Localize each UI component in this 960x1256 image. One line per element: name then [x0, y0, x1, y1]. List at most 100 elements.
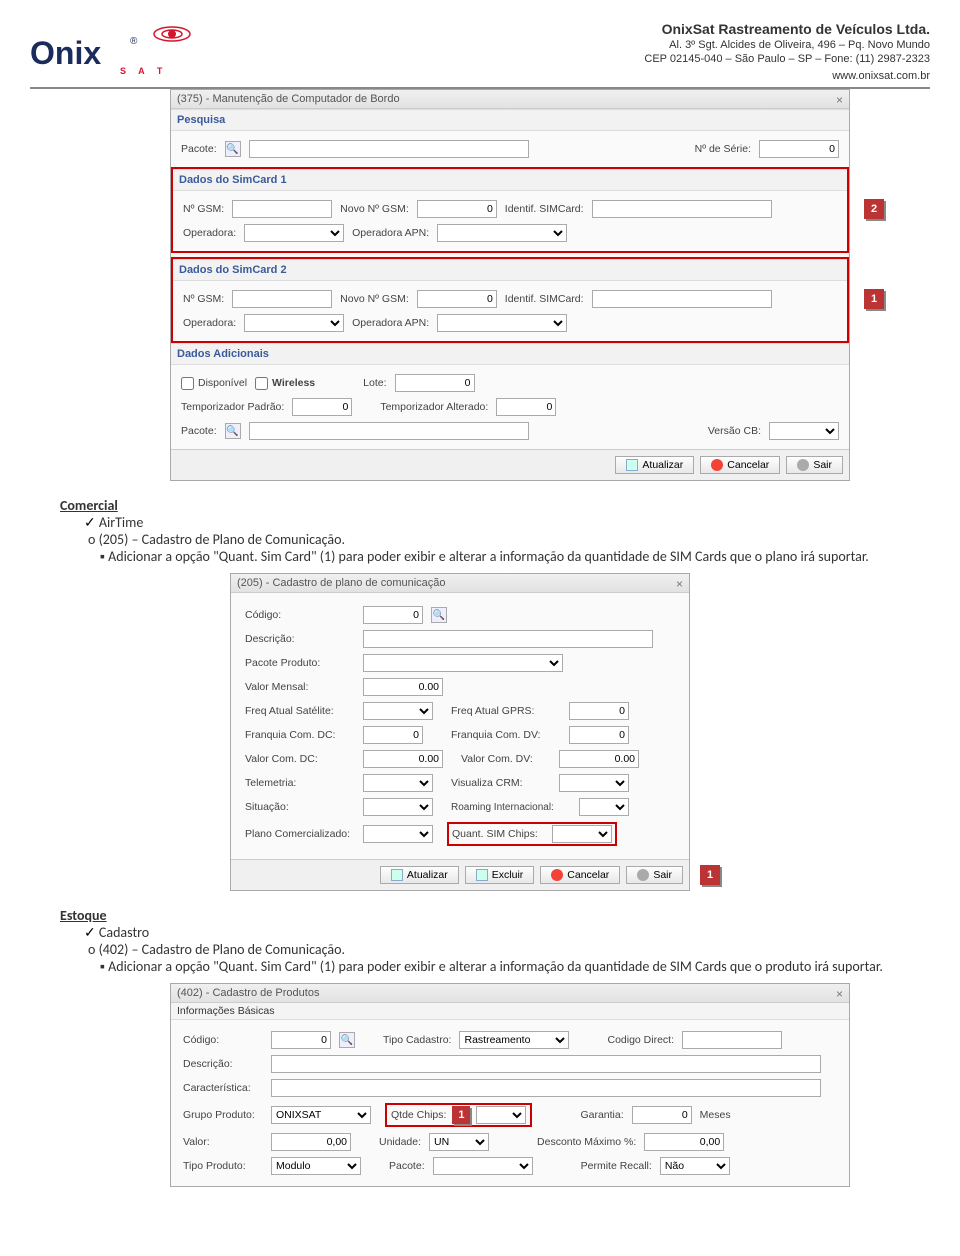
- atualizar-button[interactable]: Atualizar: [615, 456, 694, 474]
- sair-button[interactable]: Sair: [786, 456, 843, 474]
- roaming-select[interactable]: [579, 798, 629, 816]
- tipo-cad-select[interactable]: Rastreamento: [459, 1031, 569, 1049]
- qtde-chips-select[interactable]: [476, 1106, 526, 1124]
- telemetria-select[interactable]: [363, 774, 433, 792]
- sim2-apn-select[interactable]: [437, 314, 567, 332]
- unidade-label: Unidade:: [379, 1136, 421, 1148]
- sim2-gsm-input[interactable]: [232, 290, 332, 308]
- temp-pad-input[interactable]: [292, 398, 352, 416]
- dialog-205: (205) - Cadastro de plano de comunicação…: [230, 573, 690, 891]
- disponivel-checkbox[interactable]: Disponível: [181, 377, 247, 390]
- tipo-prod-select[interactable]: Modulo: [271, 1157, 361, 1175]
- franq-dc-input[interactable]: [363, 726, 423, 744]
- descricao-input[interactable]: [271, 1055, 821, 1073]
- franq-dv-input[interactable]: [569, 726, 629, 744]
- wireless-checkbox[interactable]: Wireless: [255, 377, 315, 390]
- cancelar-button[interactable]: Cancelar: [700, 456, 780, 474]
- valor-mensal-input[interactable]: [363, 678, 443, 696]
- pacote2-input[interactable]: [249, 422, 529, 440]
- sair-button[interactable]: Sair: [626, 866, 683, 884]
- temp-alt-label: Temporizador Alterado:: [380, 401, 488, 413]
- descricao-input[interactable]: [363, 630, 653, 648]
- codigo-input[interactable]: [363, 606, 423, 624]
- info-basicas-label: Informações Básicas: [171, 1003, 849, 1020]
- sim1-apn-select[interactable]: [437, 224, 567, 242]
- search-icon[interactable]: 🔍: [225, 141, 241, 157]
- codigo-input[interactable]: [271, 1031, 331, 1049]
- quant-sim-select[interactable]: [552, 825, 612, 843]
- sim2-apn-label: Operadora APN:: [352, 317, 429, 329]
- caracteristica-label: Característica:: [183, 1082, 263, 1094]
- situacao-select[interactable]: [363, 798, 433, 816]
- sim1-gsm-input[interactable]: [232, 200, 332, 218]
- serie-input[interactable]: [759, 140, 839, 158]
- atualizar-button[interactable]: Atualizar: [380, 866, 459, 884]
- caracteristica-input[interactable]: [271, 1079, 821, 1097]
- pacote-prod-select[interactable]: [363, 654, 563, 672]
- visualiza-crm-select[interactable]: [559, 774, 629, 792]
- desc-max-label: Desconto Máximo %:: [537, 1136, 636, 1148]
- lote-label: Lote:: [363, 377, 386, 389]
- close-icon[interactable]: ×: [676, 577, 683, 591]
- lote-input[interactable]: [395, 374, 475, 392]
- close-icon[interactable]: ×: [836, 93, 843, 107]
- sim1-identif-input[interactable]: [592, 200, 772, 218]
- search-icon[interactable]: 🔍: [225, 423, 241, 439]
- permite-recall-select[interactable]: Não: [660, 1157, 730, 1175]
- codigo-label: Código:: [245, 609, 355, 621]
- desc-205: Adicionar a opção "Quant. Sim Card" (1) …: [100, 548, 900, 565]
- company-url: www.onixsat.com.br: [644, 69, 930, 83]
- plano-com-select[interactable]: [363, 825, 433, 843]
- company-name: OnixSat Rastreamento de Veículos Ltda.: [644, 20, 930, 38]
- temp-alt-input[interactable]: [496, 398, 556, 416]
- section-pesquisa: Pacote: 🔍 Nº de Série:: [171, 131, 849, 167]
- descricao-label: Descrição:: [245, 633, 355, 645]
- sim2-oper-select[interactable]: [244, 314, 344, 332]
- pacote-select[interactable]: [433, 1157, 533, 1175]
- telemetria-label: Telemetria:: [245, 777, 355, 789]
- section-adicionais-title: Dados Adicionais: [171, 343, 849, 365]
- search-icon[interactable]: 🔍: [339, 1032, 355, 1048]
- svg-text:S A T: S A T: [120, 66, 167, 76]
- doc-text-2: Estoque Cadastro (402) – Cadastro de Pla…: [30, 907, 930, 975]
- callout-1a: 1: [864, 289, 884, 309]
- sim2-novo-label: Novo Nº GSM:: [340, 293, 409, 305]
- search-icon[interactable]: 🔍: [431, 607, 447, 623]
- onixsat-logo: Onix ® S A T: [30, 20, 200, 78]
- codigo-direct-input[interactable]: [682, 1031, 782, 1049]
- versao-label: Versão CB:: [708, 425, 761, 437]
- section-pesquisa-title: Pesquisa: [171, 109, 849, 131]
- dialog-375: (375) - Manutenção de Computador de Bord…: [170, 89, 850, 481]
- pacote-label: Pacote:: [389, 1160, 425, 1172]
- versao-select[interactable]: [769, 422, 839, 440]
- sim1-novo-input[interactable]: [417, 200, 497, 218]
- freq-sat-select[interactable]: [363, 702, 433, 720]
- quant-sim-redbox: Quant. SIM Chips:: [447, 822, 617, 846]
- valor-input[interactable]: [271, 1133, 351, 1151]
- garantia-unit: Meses: [700, 1109, 731, 1121]
- quant-sim-label: Quant. SIM Chips:: [452, 828, 552, 840]
- sim2-novo-input[interactable]: [417, 290, 497, 308]
- situacao-label: Situação:: [245, 801, 355, 813]
- pacote-input[interactable]: [249, 140, 529, 158]
- desc-max-input[interactable]: [644, 1133, 724, 1151]
- excluir-button[interactable]: Excluir: [465, 866, 535, 884]
- garantia-input[interactable]: [632, 1106, 692, 1124]
- valor-dv-input[interactable]: [559, 750, 639, 768]
- dialog-402: (402) - Cadastro de Produtos × Informaçõ…: [170, 983, 850, 1187]
- cancelar-button[interactable]: Cancelar: [540, 866, 620, 884]
- freq-gprs-label: Freq Atual GPRS:: [451, 705, 561, 717]
- sim2-identif-input[interactable]: [592, 290, 772, 308]
- callout-1c: 1: [452, 1106, 470, 1124]
- valor-dc-input[interactable]: [363, 750, 443, 768]
- sim2-oper-label: Operadora:: [183, 317, 236, 329]
- unidade-select[interactable]: UN: [429, 1133, 489, 1151]
- freq-gprs-input[interactable]: [569, 702, 629, 720]
- sim2-identif-label: Identif. SIMCard:: [505, 293, 584, 305]
- cadastro-item: Cadastro: [84, 924, 900, 941]
- grupo-select[interactable]: ONIXSAT: [271, 1106, 371, 1124]
- close-icon[interactable]: ×: [836, 987, 843, 1001]
- estoque-heading: Estoque: [60, 907, 900, 924]
- roaming-label: Roaming Internacional:: [451, 802, 571, 813]
- sim1-oper-select[interactable]: [244, 224, 344, 242]
